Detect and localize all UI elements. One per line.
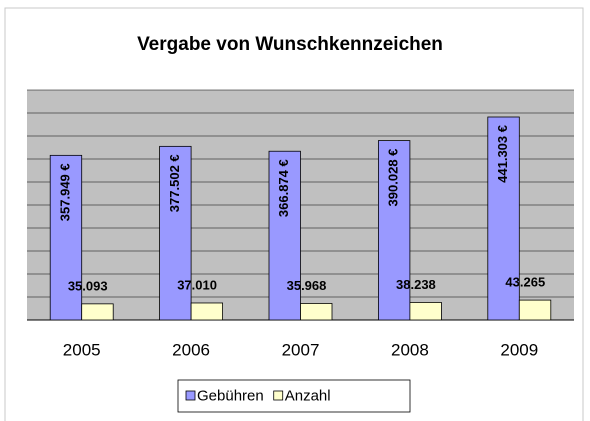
data-label: 35.968 [287,278,327,293]
x-tick-label: 2008 [391,340,429,359]
data-label: 357.949 € [57,163,72,221]
bar [49,154,83,321]
data-label: 377.502 € [167,154,182,212]
bar [159,145,192,321]
data-label: 35.093 [68,278,108,293]
bar [409,302,442,321]
bar [268,150,301,321]
data-label: 38.238 [396,277,436,292]
x-tick-label: 2009 [500,340,538,359]
bar [487,116,520,321]
legend-label: Gebühren [197,387,264,404]
bar [81,303,114,321]
bar [300,303,333,321]
data-label: 37.010 [177,277,217,292]
x-tick-label: 2006 [172,340,210,359]
x-tick-label: 2007 [282,340,320,359]
legend-swatch [273,390,284,401]
bar [518,299,552,321]
bar [377,140,411,321]
chart-title: Vergabe von Wunschkennzeichen [137,34,443,55]
legend-swatch [185,390,196,401]
data-label: 390.028 € [386,149,401,207]
data-label: 366.874 € [276,159,291,217]
data-label: 441.303 € [495,125,510,183]
data-label: 43.265 [505,275,545,290]
legend-label: Anzahl [285,387,331,404]
legend-box [177,379,411,413]
x-tick-label: 2005 [63,340,101,359]
bar [190,302,224,321]
